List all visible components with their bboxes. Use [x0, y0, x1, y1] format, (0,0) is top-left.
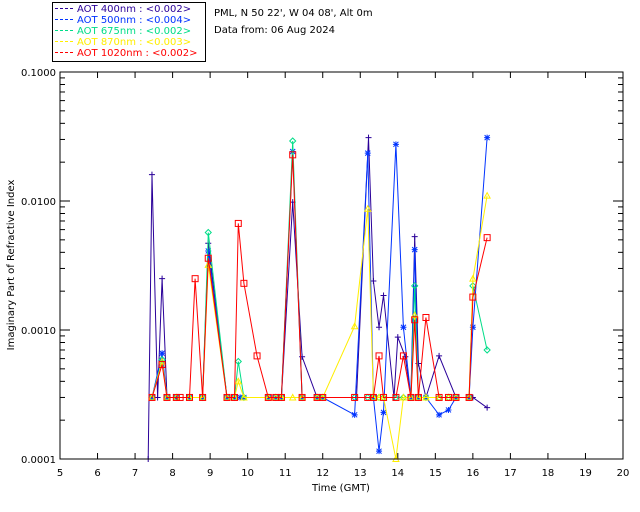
series-line [152, 155, 487, 398]
data-point [484, 405, 490, 411]
data-point [352, 412, 358, 418]
data-point [159, 350, 165, 356]
x-tick-label: 6 [94, 468, 100, 479]
x-tick-label: 8 [169, 468, 175, 479]
data-point [381, 293, 387, 299]
series-aot-500nm [149, 135, 490, 455]
data-point [412, 247, 418, 253]
data-point [395, 334, 401, 340]
x-tick-label: 18 [542, 468, 555, 479]
data-point [470, 324, 476, 330]
series-line [152, 141, 487, 398]
x-tick-label: 17 [504, 468, 517, 479]
data-point [376, 448, 382, 454]
data-point [412, 234, 418, 240]
x-tick-label: 11 [279, 468, 292, 479]
plot-frame [60, 72, 623, 459]
x-tick-label: 12 [316, 468, 329, 479]
data-point [484, 135, 490, 141]
data-point [159, 276, 165, 282]
ticks-layer: 5 6 7 8 9 10 11 12 13 14 15 16 17 18 19 20 0.0001 0.0010 0… [21, 68, 629, 479]
x-tick-label: 7 [132, 468, 138, 479]
series-aot-400nm [145, 135, 490, 462]
chart: 5 6 7 8 9 10 11 12 13 14 15 16 17 18 19 20 0.0001 0.0010 0… [0, 0, 640, 512]
x-tick-label: 16 [466, 468, 479, 479]
x-axis-title: Time (GMT) [311, 483, 370, 494]
data-point [400, 324, 406, 330]
x-tick-label: 14 [391, 468, 404, 479]
series-line [152, 138, 487, 452]
series-aot-1020nm [149, 152, 490, 401]
data-point [436, 412, 442, 418]
y-axis-title: Imaginary Part of Refractive Index [6, 180, 17, 351]
data-point [149, 172, 155, 178]
x-tick-label: 9 [207, 468, 213, 479]
x-tick-label: 19 [579, 468, 592, 479]
data-point [436, 353, 442, 359]
x-tick-label: 20 [617, 468, 630, 479]
y-tick-label: 0.0001 [21, 455, 56, 466]
y-tick-label: 0.0010 [21, 326, 56, 337]
x-tick-label: 13 [354, 468, 367, 479]
y-tick-label: 0.1000 [21, 68, 56, 79]
series-aot-870nm [149, 193, 490, 462]
data-point [370, 278, 376, 284]
x-tick-label: 5 [57, 468, 63, 479]
series-line [152, 196, 487, 459]
data-point [376, 324, 382, 330]
y-tick-label: 0.0100 [21, 197, 56, 208]
data-point [366, 135, 372, 141]
data-point [393, 141, 399, 147]
data-point [445, 407, 451, 413]
x-tick-label: 10 [241, 468, 254, 479]
series-layer [145, 135, 490, 462]
x-tick-label: 15 [429, 468, 442, 479]
data-point [365, 150, 371, 156]
